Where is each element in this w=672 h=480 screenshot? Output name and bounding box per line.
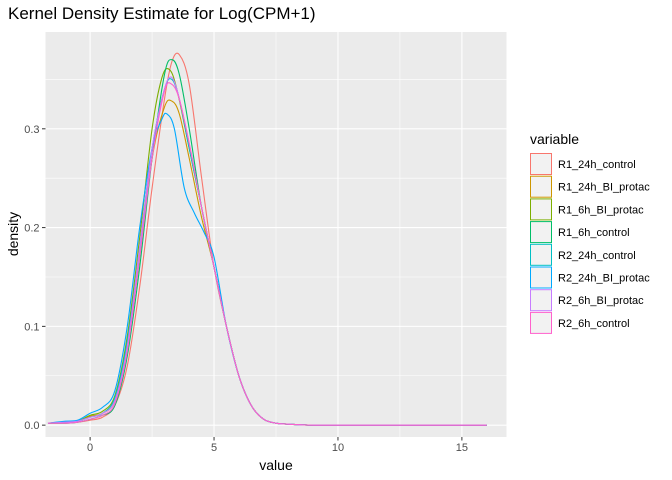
legend-key-r1-24h-control <box>530 153 552 175</box>
legend-label: R2_24h_control <box>558 250 636 262</box>
y-axis-ticks: 0.0 0.1 0.2 0.3 <box>24 124 46 432</box>
y-axis-title: density <box>5 212 21 256</box>
series-lines <box>47 52 487 426</box>
legend-key-r1-6h-bi-protac <box>530 198 552 221</box>
legend-key-r2-6h-control <box>530 311 552 334</box>
y-tick-label: 0.0 <box>24 420 39 432</box>
x-tick-label: 0 <box>87 442 93 454</box>
x-tick-label: 5 <box>211 442 217 454</box>
legend: variable R1_24h_control R1_24h_BI_protac R… <box>530 131 650 334</box>
legend-label: R2_6h_control <box>558 318 630 330</box>
legend-label: R1_24h_control <box>558 159 636 171</box>
legend-label: R1_24h_BI_protac <box>558 182 650 194</box>
chart-title: Kernel Density Estimate for Log(CPM+1) <box>8 4 316 23</box>
legend-key-r2-6h-bi-protac <box>530 289 552 312</box>
legend-label: R1_6h_control <box>558 227 630 239</box>
legend-key-r1-24h-bi-protac <box>530 175 552 198</box>
legend-key-r2-24h-control <box>530 243 552 266</box>
x-axis-ticks: 0 5 10 15 <box>87 437 468 454</box>
legend-key-r2-24h-bi-protac <box>530 266 552 289</box>
x-tick-label: 15 <box>456 442 468 454</box>
y-tick-label: 0.3 <box>24 124 39 136</box>
series-line-r2-6h-control <box>47 82 487 426</box>
y-tick-label: 0.2 <box>24 223 39 235</box>
legend-key-r1-6h-control <box>530 221 552 244</box>
legend-title: variable <box>530 131 579 147</box>
legend-label: R2_24h_BI_protac <box>558 273 650 285</box>
x-tick-label: 10 <box>332 442 344 454</box>
x-axis-title: value <box>259 457 293 473</box>
y-tick-label: 0.1 <box>24 321 39 333</box>
legend-label: R2_6h_BI_protac <box>558 295 644 307</box>
legend-label: R1_6h_BI_protac <box>558 204 644 216</box>
